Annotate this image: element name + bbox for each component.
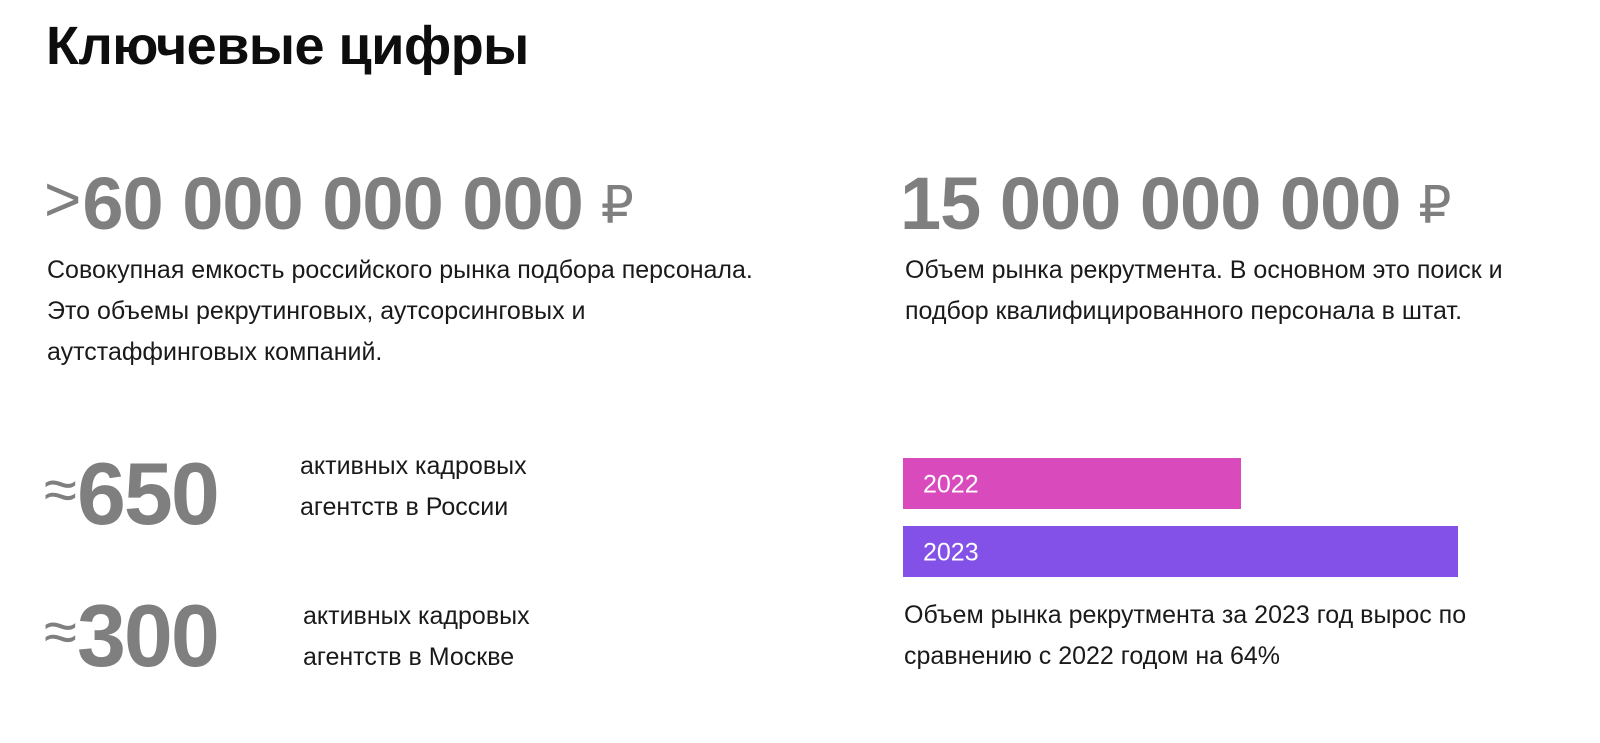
agencies-russia-value: ≈650 [44,450,220,538]
ruble-icon: ₽ [600,177,634,235]
market-capacity-number: 60 000 000 000 [82,162,583,245]
recruitment-market-description: Объем рынка рекрутмента. В основном это … [905,256,1503,325]
market-capacity-value: >60 000 000 000 ₽ [44,167,634,241]
page-title: Ключевые цифры [46,16,529,76]
agencies-moscow-value: ≈300 [44,592,220,680]
agencies-russia-number: 650 [76,444,220,543]
recruitment-market-value: 15 000 000 000 ₽ [900,167,1451,241]
greater-than-sign: > [44,163,81,235]
agencies-moscow-label: активных кадровых агентств в Москве [303,602,530,671]
bar-2023 [903,526,1458,577]
agencies-moscow-number: 300 [76,586,220,685]
bar-label-2023: 2023 [923,539,979,567]
recruitment-market-number: 15 000 000 000 [900,162,1401,245]
bar-label-2022: 2022 [923,471,979,499]
approx-sign: ≈ [44,456,77,523]
approx-sign: ≈ [44,598,77,665]
ruble-icon: ₽ [1418,177,1451,235]
recruitment-growth-bar-chart: 2022 2023 [903,458,1458,577]
agencies-russia-label: активных кадровых агентств в России [300,452,527,521]
market-capacity-description: Совокупная емкость российского рынка под… [47,256,753,366]
bar-2022 [903,458,1241,509]
chart-caption: Объем рынка рекрутмента за 2023 год выро… [904,601,1467,670]
